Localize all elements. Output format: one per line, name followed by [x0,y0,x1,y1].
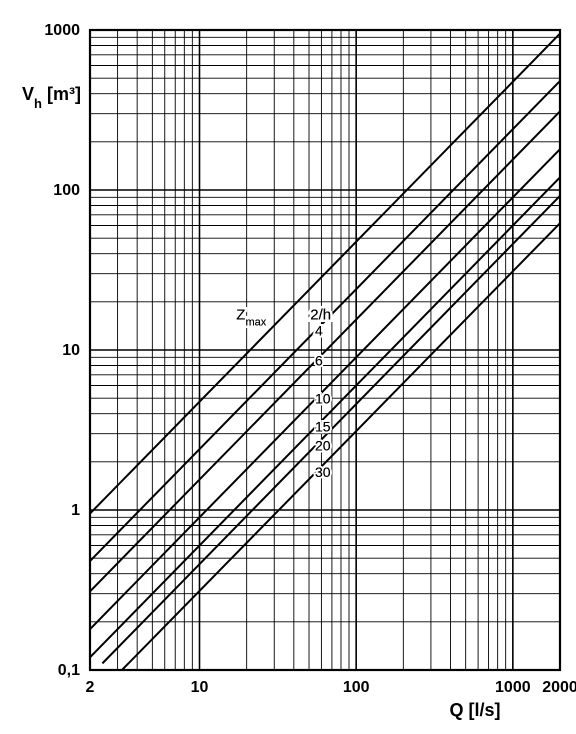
y-tick-label: 1000 [44,22,80,39]
series-label: 15 [315,419,331,435]
x-axis-label: Q [l/s] [449,700,500,720]
y-tick-label: 0,1 [58,662,80,679]
x-tick-label: 100 [343,679,370,696]
nomograph-chart: 44661010151520203030ZmaxZmax2/h2/h210100… [0,0,576,734]
x-tick-label: 2000 [542,679,576,696]
y-tick-label: 100 [53,182,80,199]
x-tick-label: 1000 [495,679,531,696]
y-tick-label: 10 [62,342,80,359]
chart-bg [0,0,576,734]
series-label: 10 [315,390,331,406]
x-tick-label: 10 [191,679,209,696]
y-tick-label: 1 [71,502,80,519]
x-tick-label: 2 [86,679,95,696]
series-label: 4 [315,322,323,338]
series-label: 30 [315,464,331,480]
zmax-annotation-tail: 2/h [310,306,331,323]
series-label: 6 [315,353,323,369]
series-label: 20 [315,437,331,453]
